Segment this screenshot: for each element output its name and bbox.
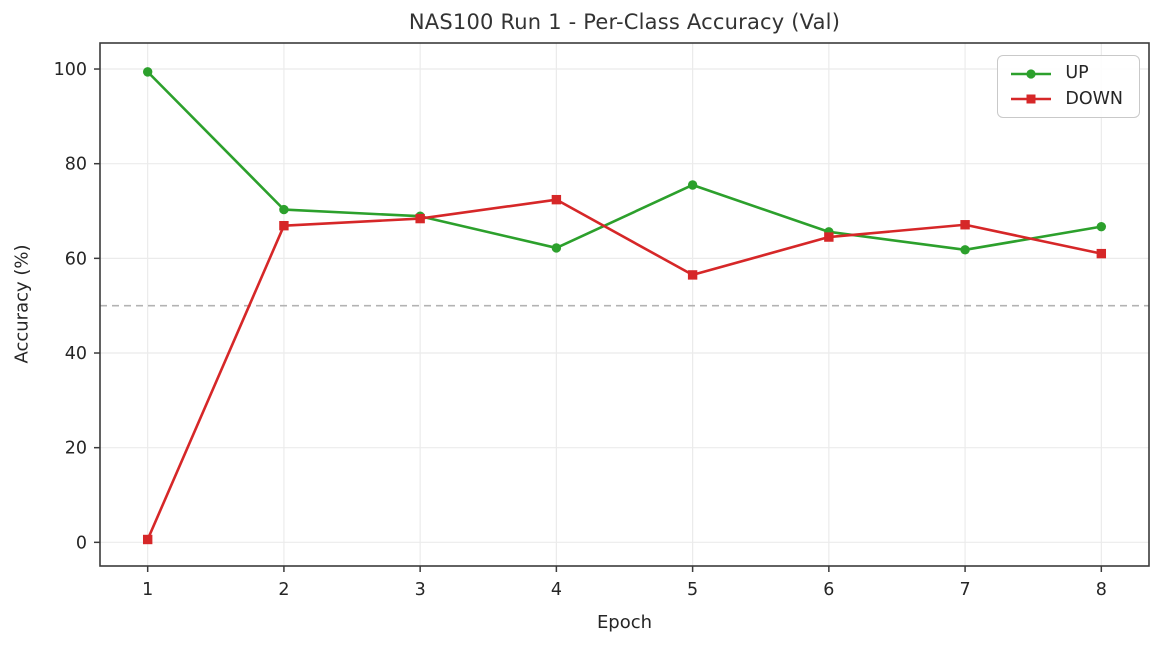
data-point-down: [960, 220, 970, 230]
legend-item-down: DOWN: [1009, 88, 1123, 109]
series-line-down: [146, 198, 1103, 541]
y-tick-label: 40: [65, 344, 87, 364]
x-tick-label: 1: [142, 580, 153, 600]
x-tick-label: 6: [823, 580, 834, 600]
data-point-down: [824, 232, 834, 242]
y-tick-label: 100: [54, 60, 87, 80]
legend: UP DOWN: [997, 55, 1140, 118]
data-point-up: [279, 204, 289, 215]
data-point-down: [687, 270, 698, 280]
data-point-up: [1096, 221, 1107, 232]
y-tick-label: 60: [65, 249, 87, 269]
data-point-down: [142, 534, 153, 545]
x-tick-label: 8: [1096, 580, 1107, 600]
x-axis-label: Epoch: [596, 612, 653, 633]
x-tick-label: 5: [687, 580, 698, 600]
series-line-up: [146, 70, 1103, 252]
y-tick-label: 80: [65, 155, 87, 175]
legend-item-up: UP: [1009, 63, 1123, 83]
chart-title: NAS100 Run 1 - Per-Class Accuracy (Val): [408, 10, 841, 34]
y-axis-label: Accuracy (%): [11, 244, 33, 364]
x-tick-label: 3: [415, 580, 426, 600]
data-point-down: [1096, 248, 1107, 259]
x-tick-label: 2: [278, 580, 289, 600]
data-point-down: [279, 220, 289, 231]
legend-down-sample-icon: [1011, 94, 1052, 104]
data-point-down: [415, 213, 425, 224]
data-point-up: [687, 180, 698, 190]
legend-label-down: DOWN: [1065, 88, 1123, 109]
x-tick-label: 4: [551, 580, 562, 600]
x-tick-label: 7: [960, 580, 971, 600]
y-tick-label: 20: [65, 439, 87, 459]
data-point-down: [551, 194, 562, 205]
axes-spines: [99, 42, 1150, 567]
y-tick-label: 0: [76, 533, 87, 553]
data-point-up: [142, 67, 153, 77]
data-point-up: [960, 245, 970, 255]
legend-up-sample-icon: [1011, 69, 1052, 79]
data-point-up: [551, 243, 562, 253]
legend-label-up: UP: [1065, 63, 1089, 83]
